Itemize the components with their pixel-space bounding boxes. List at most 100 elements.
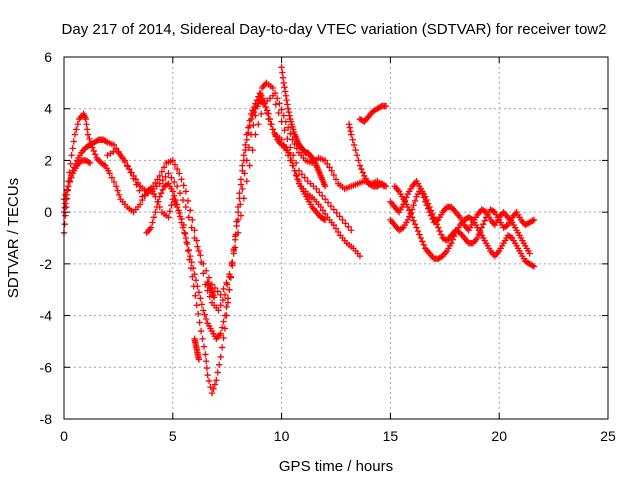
data-point — [205, 274, 213, 281]
data-point — [197, 327, 205, 335]
data-point — [217, 353, 224, 361]
data-point — [404, 203, 412, 211]
data-point — [246, 162, 253, 169]
data-point — [245, 144, 253, 151]
data-point — [478, 224, 485, 231]
data-point — [283, 96, 290, 104]
data-point — [448, 239, 455, 247]
data-point — [432, 217, 439, 224]
data-point — [239, 167, 246, 174]
data-point — [328, 167, 335, 174]
y-tick-label: 2 — [44, 152, 52, 168]
data-point — [62, 200, 69, 207]
data-point — [436, 227, 443, 235]
data-point — [226, 273, 233, 280]
data-point — [202, 351, 209, 358]
data-point — [211, 381, 219, 388]
data-point — [157, 189, 165, 197]
data-point — [243, 136, 250, 143]
data-point — [316, 189, 323, 196]
data-point — [62, 212, 69, 219]
data-point — [284, 124, 292, 131]
data-point — [237, 201, 244, 208]
data-point — [407, 209, 414, 217]
data-point — [192, 277, 200, 284]
data-point — [358, 165, 365, 173]
data-point — [382, 183, 390, 190]
data-point — [250, 121, 257, 129]
data-point — [324, 199, 332, 206]
data-point — [413, 224, 420, 231]
data-point — [152, 208, 159, 216]
data-point — [221, 312, 229, 319]
data-point — [166, 208, 174, 215]
data-point — [278, 118, 285, 125]
data-point — [211, 284, 219, 292]
data-point — [475, 231, 483, 238]
data-point — [237, 181, 245, 188]
data-point — [227, 274, 235, 281]
data-point — [216, 361, 223, 368]
data-point — [185, 214, 192, 221]
data-point — [411, 197, 419, 205]
data-point — [159, 177, 166, 184]
data-point — [355, 157, 362, 164]
data-point — [321, 216, 329, 224]
data-point — [275, 109, 282, 117]
data-point — [153, 203, 161, 211]
data-point — [422, 193, 429, 200]
data-point — [102, 138, 110, 145]
data-point — [423, 196, 430, 204]
data-point — [321, 196, 329, 203]
data-point — [295, 167, 303, 174]
data-point — [377, 103, 384, 111]
data-point — [226, 286, 233, 293]
data-point — [350, 141, 358, 149]
data-point — [234, 216, 242, 224]
data-point — [330, 206, 338, 213]
data-point — [176, 189, 184, 197]
data-point — [403, 194, 410, 201]
data-point — [356, 162, 364, 169]
data-point — [203, 364, 211, 372]
data-point — [195, 356, 203, 363]
data-point — [435, 224, 442, 231]
y-tick-label: 0 — [44, 204, 52, 220]
data-point — [268, 121, 275, 128]
data-point — [197, 295, 204, 302]
y-tick-label: -6 — [40, 359, 53, 375]
data-point — [178, 219, 185, 226]
data-point — [320, 215, 327, 223]
data-point — [259, 99, 266, 106]
data-point — [123, 162, 131, 169]
data-point — [176, 170, 183, 177]
data-point — [430, 214, 438, 221]
data-point — [400, 201, 407, 208]
data-point — [68, 174, 75, 181]
data-point — [490, 208, 497, 215]
data-point — [176, 213, 184, 220]
data-point — [208, 281, 216, 288]
data-point — [301, 174, 309, 181]
x-tick-label: 5 — [169, 428, 177, 444]
data-point — [214, 288, 221, 295]
data-point — [196, 319, 203, 326]
data-point — [229, 258, 236, 266]
data-point — [168, 174, 175, 181]
data-point — [175, 207, 182, 214]
data-point — [313, 185, 320, 193]
data-point — [346, 124, 353, 131]
data-point — [202, 358, 210, 365]
data-point — [324, 160, 331, 168]
data-point — [86, 135, 93, 143]
plot-frame — [63, 56, 609, 420]
data-point — [255, 121, 262, 128]
data-point — [220, 334, 227, 342]
data-point — [408, 206, 416, 213]
data-point — [136, 187, 143, 194]
data-point — [191, 271, 198, 278]
data-point — [293, 172, 301, 180]
data-point — [84, 126, 91, 133]
